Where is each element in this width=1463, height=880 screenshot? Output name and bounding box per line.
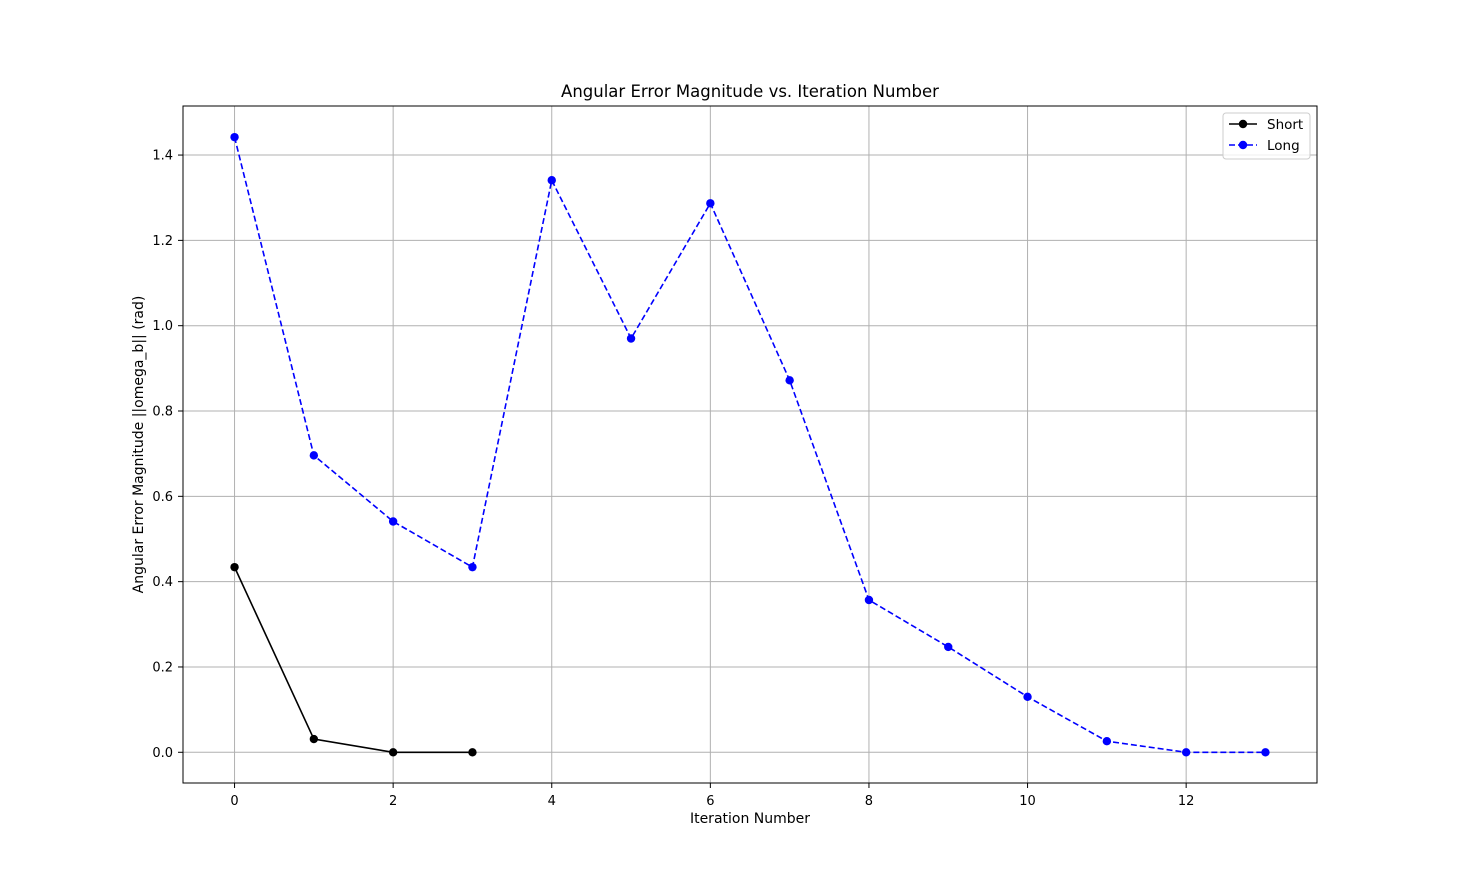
legend: Short Long — [1222, 112, 1311, 160]
data-point — [1023, 692, 1032, 702]
data-point — [1181, 748, 1191, 757]
x-tick-label: 0 — [230, 794, 238, 809]
data-point — [388, 748, 398, 757]
legend-label: Short — [1267, 117, 1303, 133]
y-tick-label: 0.6 — [152, 490, 173, 505]
x-axis-label: Iteration Number — [690, 811, 810, 827]
legend-marker — [1238, 119, 1248, 129]
y-tick-label: 1.2 — [152, 234, 173, 249]
data-point — [706, 199, 715, 208]
series-long — [230, 132, 1270, 757]
data-point — [864, 595, 874, 605]
data-point — [230, 562, 239, 572]
data-point — [309, 451, 319, 460]
plot-frame — [182, 105, 1318, 784]
series-line — [233, 136, 1266, 754]
x-tick-label: 12 — [1178, 794, 1195, 809]
data-point — [309, 734, 319, 744]
y-tick-label: 1.0 — [152, 319, 173, 334]
legend-label: Long — [1267, 138, 1300, 154]
data-point — [944, 642, 953, 652]
legend-marker — [1238, 140, 1248, 150]
y-tick-label: 0.4 — [152, 575, 173, 590]
grid — [183, 106, 1317, 783]
data-point — [230, 132, 239, 142]
x-tick-label: 4 — [548, 794, 556, 809]
y-tick-label: 1.4 — [152, 149, 173, 164]
x-tick-label: 10 — [1019, 794, 1036, 809]
x-tick-label: 8 — [865, 794, 873, 809]
axis-ticks: 0 2 4 6 8 10 12 0.0 0.2 0.4 0.6 0.8 1.0 1.2 1.4 — [152, 149, 1194, 809]
y-tick-label: 0.8 — [152, 405, 173, 420]
data-point — [785, 376, 794, 385]
plot-series — [230, 132, 1270, 757]
series-short — [230, 562, 477, 757]
data-point — [468, 562, 477, 572]
data-point — [388, 517, 398, 526]
data-point — [547, 176, 556, 185]
data-point — [468, 748, 477, 757]
data-point — [1261, 748, 1270, 757]
y-tick-label: 0.0 — [152, 746, 173, 761]
series-line — [233, 566, 473, 754]
x-tick-label: 2 — [389, 794, 397, 809]
data-point — [1102, 736, 1112, 746]
y-tick-label: 0.2 — [152, 660, 173, 675]
x-tick-label: 6 — [706, 794, 714, 809]
data-point — [626, 334, 636, 343]
chart-title: Angular Error Magnitude vs. Iteration Nu… — [561, 82, 939, 101]
y-axis-label: Angular Error Magnitude ||omega_b|| (rad… — [131, 296, 147, 594]
